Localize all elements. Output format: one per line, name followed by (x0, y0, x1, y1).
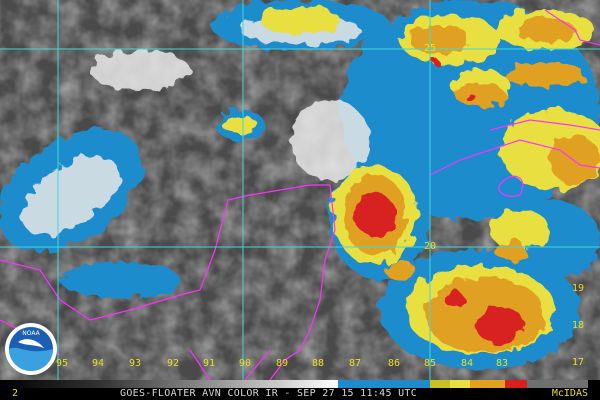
latitude-label: 18 (572, 320, 585, 331)
svg-text:NOAA: NOAA (22, 330, 40, 337)
temperature-colorbar (0, 380, 600, 388)
latitude-label: 20 (424, 241, 437, 252)
satellite-image (0, 0, 600, 380)
noaa-logo: NOAA (5, 323, 57, 375)
frame-number: 2 (12, 388, 19, 399)
longitude-label: 83 (496, 358, 509, 369)
longitude-label: 92 (167, 358, 180, 369)
latitude-label: 17 (572, 357, 585, 368)
lat-lon-grid (0, 0, 600, 380)
longitude-label: 93 (129, 358, 142, 369)
longitude-label: 91 (203, 358, 216, 369)
longitude-label: 95 (56, 358, 69, 369)
longitude-label: 94 (92, 358, 105, 369)
image-caption: GOES-FLOATER AVN COLOR IR - SEP 27 15 11… (120, 388, 418, 399)
longitude-label: 85 (424, 358, 437, 369)
longitude-label: 86 (388, 358, 401, 369)
longitude-label: 89 (276, 358, 289, 369)
brand-label: McIDAS (551, 388, 588, 399)
cloud-layers (0, 0, 600, 370)
longitude-label: 87 (349, 358, 362, 369)
latitude-label: 19 (572, 283, 585, 294)
longitude-label: 90 (239, 358, 252, 369)
latitude-label: 25 (424, 43, 437, 54)
coastlines (0, 9, 600, 380)
longitude-label: 84 (461, 358, 474, 369)
longitude-label: 88 (312, 358, 325, 369)
status-bar: 2 GOES-FLOATER AVN COLOR IR - SEP 27 15 … (0, 388, 600, 400)
